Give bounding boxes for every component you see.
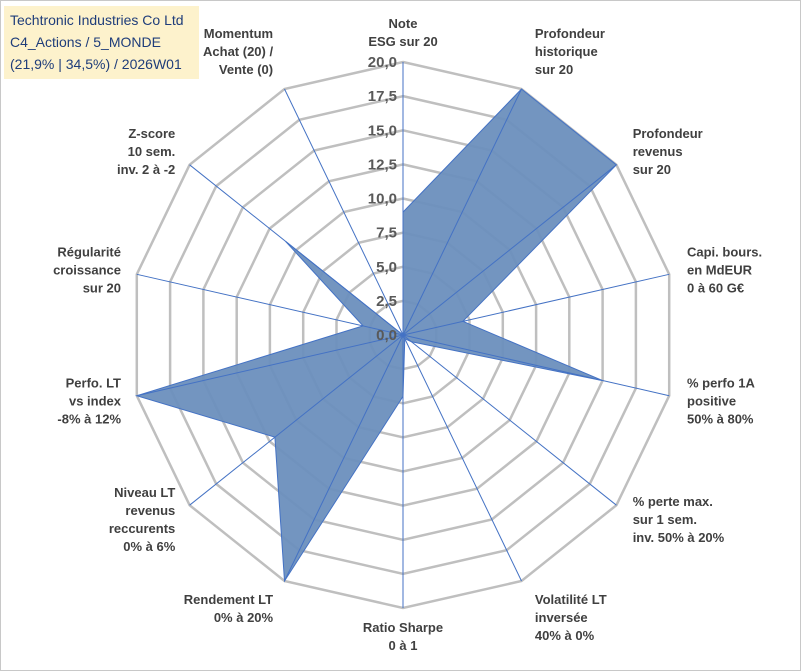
axis-label-line: revenus — [125, 503, 175, 518]
axis-label-line: 50% à 80% — [687, 412, 754, 427]
axis-label-line: 0% à 6% — [123, 539, 175, 554]
axis-label-line: inversée — [535, 610, 588, 625]
chart-title-line-3: (21,9% | 34,5%) / 2026W01 — [10, 56, 182, 72]
axis-label-line: -8% à 12% — [57, 412, 121, 427]
axis-label-4: % perfo 1A positive 50% à 80% — [687, 376, 756, 427]
axis-label-line: Profondeur — [633, 126, 703, 141]
spoke-12 — [189, 164, 404, 336]
axis-label-line: sur 1 sem. — [633, 512, 697, 527]
axis-label-line: Perfo. LT — [66, 376, 121, 391]
tick-label: 2,5 — [376, 293, 397, 310]
chart-title-line-1: Techtronic Industries Co Ltd — [10, 12, 184, 28]
axis-label-8: Rendement LT 0% à 20% — [184, 592, 274, 625]
axis-label-line: % perfo 1A — [687, 376, 756, 391]
axis-label-line: Ratio Sharpe — [363, 620, 443, 635]
axis-label-line: en MdEUR — [687, 262, 753, 277]
spoke-10 — [136, 334, 404, 397]
spoke-9 — [189, 334, 404, 506]
chart-title-box: Techtronic Industries Co Ltd C4_Actions … — [4, 6, 199, 79]
spoke-11 — [136, 273, 404, 336]
tick-label: 10,0 — [368, 191, 397, 208]
spoke-8 — [284, 334, 404, 582]
axis-label-line: 0 à 1 — [389, 638, 418, 653]
axis-label-line: positive — [687, 394, 736, 409]
axis-label-line: croissance — [53, 262, 121, 277]
axis-label-5: % perte max. sur 1 sem. inv. 50% à 20% — [633, 494, 725, 545]
chart-title-line-2: C4_Actions / 5_MONDE — [10, 34, 161, 50]
axis-label-line: Volatilité LT — [535, 592, 607, 607]
tick-label: 12,5 — [368, 156, 397, 173]
spoke-2 — [402, 164, 617, 336]
axis-label-line: revenus — [633, 144, 683, 159]
spoke-5 — [402, 334, 617, 506]
radar-spokes — [136, 62, 670, 608]
axis-label-13: Momentum Achat (20) / Vente (0) — [203, 26, 273, 77]
radar-tick-labels: 0,0 2,5 5,0 7,5 10,0 12,5 15,0 17,5 20,0 — [368, 54, 397, 344]
axis-label-line: Capi. bours. — [687, 244, 762, 259]
tick-label: 20,0 — [368, 54, 397, 71]
spoke-6 — [402, 334, 522, 582]
radar-axis-labels: Note ESG sur 20 Profondeur historique sur 20… — [53, 16, 762, 653]
tick-label: 15,0 — [368, 122, 397, 139]
tick-label: 17,5 — [368, 88, 397, 105]
axis-label-10: Perfo. LT vs index -8% à 12% — [57, 376, 121, 427]
axis-label-3: Capi. bours. en MdEUR 0 à 60 G€ — [687, 244, 762, 295]
axis-label-9: Niveau LT revenus reccurents 0% à 6% — [109, 485, 176, 554]
tick-label: 7,5 — [376, 225, 397, 242]
axis-label-line: Vente (0) — [219, 62, 273, 77]
axis-label-line: reccurents — [109, 521, 175, 536]
tick-label: 0,0 — [376, 327, 397, 344]
spoke-1 — [402, 88, 522, 336]
axis-label-line: inv. 50% à 20% — [633, 530, 725, 545]
axis-label-12: Z-score 10 sem. inv. 2 à -2 — [117, 126, 175, 177]
axis-label-line: inv. 2 à -2 — [117, 162, 175, 177]
axis-label-line: Momentum — [204, 26, 273, 41]
tick-label: 5,0 — [376, 259, 397, 276]
axis-label-line: Profondeur — [535, 26, 605, 41]
spoke-13 — [284, 88, 404, 336]
axis-label-line: sur 20 — [633, 162, 671, 177]
axis-label-line: ESG sur 20 — [368, 34, 437, 49]
axis-label-line: % perte max. — [633, 494, 713, 509]
axis-label-2: Profondeur revenus sur 20 — [633, 126, 703, 177]
axis-label-line: Achat (20) / — [203, 44, 273, 59]
axis-label-line: sur 20 — [535, 62, 573, 77]
axis-label-line: 0% à 20% — [214, 610, 274, 625]
axis-label-line: Régularité — [57, 244, 121, 259]
axis-label-6: Volatilité LT inversée 40% à 0% — [535, 592, 607, 643]
axis-label-line: Z-score — [128, 126, 175, 141]
axis-label-11: Régularité croissance sur 20 — [53, 244, 121, 295]
axis-label-line: 40% à 0% — [535, 628, 595, 643]
axis-label-line: historique — [535, 44, 598, 59]
spoke-3 — [402, 273, 670, 336]
axis-label-0: Note ESG sur 20 — [368, 16, 437, 49]
axis-label-7: Ratio Sharpe 0 à 1 — [363, 620, 443, 653]
axis-label-line: Niveau LT — [114, 485, 175, 500]
axis-label-line: sur 20 — [83, 280, 121, 295]
axis-label-line: 10 sem. — [128, 144, 176, 159]
axis-label-line: Rendement LT — [184, 592, 273, 607]
axis-label-line: Note — [389, 16, 418, 31]
axis-label-1: Profondeur historique sur 20 — [535, 26, 605, 77]
spoke-4 — [402, 334, 670, 397]
axis-label-line: 0 à 60 G€ — [687, 280, 744, 295]
axis-label-line: vs index — [69, 394, 122, 409]
